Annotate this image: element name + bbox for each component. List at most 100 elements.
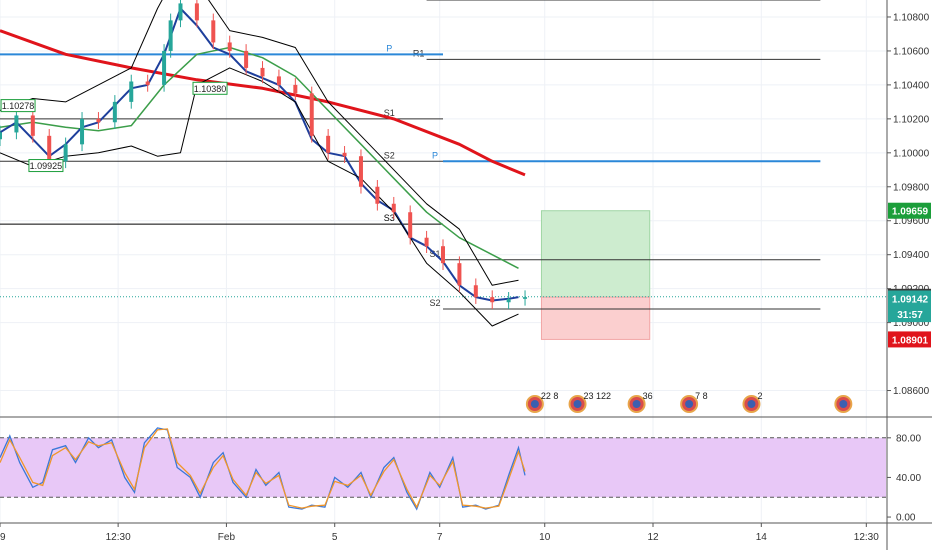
price-label-1: 1.09925 — [28, 159, 64, 173]
indicator-line-1[interactable] — [0, 46, 519, 269]
candle-body-8[interactable] — [129, 81, 134, 102]
price-label-box-1 — [28, 159, 64, 173]
x-tick-label-0: 29 — [0, 532, 6, 543]
flag-icon-center — [685, 400, 694, 408]
y-tick-label-1: 1.10600 — [893, 46, 930, 57]
candle-body-20[interactable] — [309, 93, 314, 136]
candle-body-30[interactable] — [473, 285, 478, 298]
osc-y-tick-label-2: 0.00 — [896, 513, 916, 524]
pivot-label-4: S2 — [384, 150, 395, 160]
event-marker-label-1: 23 122 — [584, 391, 612, 401]
candle-body-21[interactable] — [326, 135, 331, 153]
price-tag-box-0 — [888, 202, 931, 219]
x-tick-label-5: 10 — [539, 532, 551, 543]
event-marker-1[interactable]: 23 122 — [568, 391, 612, 413]
candle-body-28[interactable] — [441, 246, 445, 264]
indicator-line-4[interactable] — [0, 67, 519, 327]
x-tick-label-3: 5 — [332, 532, 338, 543]
osc-y-tick-label-1: 40.00 — [896, 473, 921, 484]
candle-body-31[interactable] — [490, 297, 495, 303]
flag-icon-center — [747, 400, 756, 408]
event-marker-3[interactable]: 7 8 — [680, 391, 708, 413]
flag-icon-center — [530, 400, 539, 408]
candle-body-10[interactable] — [162, 50, 167, 85]
event-marker-4[interactable]: 2 — [742, 391, 762, 413]
price-label-box-2 — [192, 81, 228, 95]
candle-body-32[interactable] — [506, 298, 511, 303]
price-label-text-1: 1.09925 — [30, 161, 63, 171]
candle-body-27[interactable] — [424, 237, 429, 247]
candle-body-33[interactable] — [523, 297, 528, 299]
candle-body-1[interactable] — [14, 115, 19, 133]
event-marker-0[interactable]: 22 8 — [525, 391, 559, 413]
oscillator-pane[interactable] — [0, 427, 886, 511]
candle-body-12[interactable] — [178, 3, 183, 21]
candle-body-9[interactable] — [145, 81, 150, 85]
event-marker-5[interactable] — [834, 395, 853, 413]
main-pane[interactable]: R2R1PS1S2S3PS1S21.102781.099251.1038022 … — [0, 0, 886, 413]
price-tag-box-2 — [888, 290, 931, 307]
price-label-0: 1.10278 — [0, 99, 36, 113]
x-tick-label-1: 12:30 — [106, 532, 131, 543]
grid — [0, 0, 886, 522]
candle-body-18[interactable] — [276, 76, 281, 85]
x-tick-label-7: 14 — [756, 532, 768, 543]
candle-body-23[interactable] — [358, 156, 363, 187]
x-tick-label-2: Feb — [218, 532, 236, 543]
candle-body-25[interactable] — [391, 203, 396, 213]
event-marker-label-2: 36 — [643, 391, 653, 401]
candle-body-4[interactable] — [63, 144, 68, 162]
candle-body-5[interactable] — [80, 118, 85, 145]
price-tag-text-4: 1.08901 — [892, 335, 929, 346]
candle-body-6[interactable] — [96, 118, 101, 123]
candle-body-0[interactable] — [0, 132, 2, 140]
indicator-line-3[interactable] — [0, 0, 519, 286]
candle-body-7[interactable] — [112, 101, 117, 123]
event-marker-label-0: 22 8 — [541, 391, 559, 401]
x-tick-label-8: 12:30 — [854, 532, 879, 543]
x-tick-label-4: 7 — [437, 532, 443, 543]
oscillator-line-1[interactable] — [0, 428, 526, 509]
candle-body-24[interactable] — [375, 186, 380, 204]
price-tag-2: 1.09142 — [888, 290, 931, 307]
event-marker-2[interactable]: 36 — [627, 391, 653, 413]
candle-body-16[interactable] — [244, 50, 249, 68]
candle-body-2[interactable] — [30, 115, 35, 136]
pivot-label-8: S2 — [429, 298, 440, 308]
y-tick-label-0: 1.10800 — [893, 12, 930, 23]
pivot-label-5: S3 — [384, 213, 395, 223]
event-marker-label-3: 7 8 — [695, 391, 708, 401]
candle-body-19[interactable] — [293, 84, 298, 94]
oscillator-band — [0, 437, 886, 498]
y-tick-label-9: 1.09000 — [893, 318, 930, 329]
candle-body-11[interactable] — [168, 20, 173, 51]
pivot-label-3: S1 — [384, 108, 395, 118]
price-label-box-0 — [0, 99, 36, 113]
candle-body-14[interactable] — [211, 20, 216, 43]
candle-body-22[interactable] — [342, 152, 347, 157]
candle-body-26[interactable] — [408, 212, 413, 238]
flag-icon-center — [573, 400, 582, 408]
price-tag-text-0: 1.09659 — [892, 207, 929, 218]
event-marker-label-4: 2 — [757, 391, 762, 401]
price-label-text-0: 1.10278 — [2, 101, 35, 111]
pivot-label-2: P — [386, 43, 392, 53]
position-profit-zone[interactable] — [540, 210, 651, 298]
price-label-2: 1.10380 — [192, 81, 228, 95]
position-loss-zone[interactable] — [540, 296, 651, 340]
candle-body-29[interactable] — [457, 263, 462, 286]
candle-body-3[interactable] — [47, 135, 52, 162]
price-tag-4: 1.08901 — [888, 331, 931, 348]
x-tick-label-6: 12 — [647, 532, 659, 543]
flag-icon-center — [632, 400, 641, 408]
candle-body-17[interactable] — [260, 67, 265, 77]
candle-body-13[interactable] — [194, 3, 199, 21]
y-tick-label-6: 1.09600 — [893, 216, 930, 227]
candle-body-15[interactable] — [227, 42, 232, 51]
flag-icon-center — [839, 400, 848, 408]
price-tag-text-2: 1.09142 — [892, 295, 929, 306]
y-tick-label-10: 1.08600 — [893, 386, 930, 397]
